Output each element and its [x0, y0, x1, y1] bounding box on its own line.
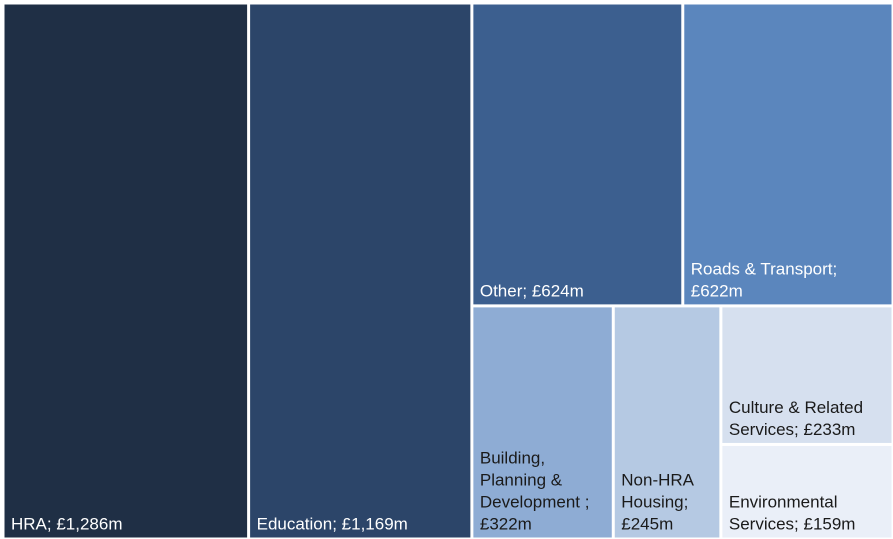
- label-line: £622m: [691, 281, 743, 300]
- tile-label: HRA; £1,286m: [11, 515, 123, 534]
- tile-label: Other; £624m: [480, 281, 584, 300]
- label-line: Services; £159m: [729, 515, 856, 534]
- label-line: £245m: [621, 515, 673, 534]
- label-line: £322m: [480, 515, 532, 534]
- tile-label: Roads & Transport; £622m: [691, 259, 837, 300]
- label-line: Building,: [480, 449, 545, 468]
- label-line: Development ;: [480, 493, 590, 512]
- label-line: HRA; £1,286m: [11, 515, 123, 534]
- label-line: Roads & Transport;: [691, 259, 837, 278]
- tile: [250, 4, 471, 538]
- tile-label: Building, Planning & Development ; £322m: [480, 449, 590, 534]
- label-line: Environmental: [729, 493, 838, 512]
- label-line: Education; £1,169m: [257, 515, 408, 534]
- tile-label: Culture & Related Services; £233m: [729, 398, 863, 439]
- tile-label: Environmental Services; £159m: [729, 493, 856, 534]
- label-line: Culture & Related: [729, 398, 863, 417]
- tile: [684, 4, 892, 305]
- tile: [614, 307, 720, 538]
- label-line: Other; £624m: [480, 281, 584, 300]
- label-line: Housing;: [621, 493, 688, 512]
- tile: [722, 445, 892, 538]
- tile-label: Non-HRA Housing; £245m: [621, 471, 694, 534]
- tile: [722, 307, 892, 443]
- label-line: Planning &: [480, 471, 563, 490]
- label-line: Non-HRA: [621, 471, 694, 490]
- tile-label: Education; £1,169m: [257, 515, 408, 534]
- label-line: Services; £233m: [729, 420, 856, 439]
- tile: [4, 4, 248, 538]
- tile: [473, 307, 612, 538]
- tile: [473, 4, 682, 305]
